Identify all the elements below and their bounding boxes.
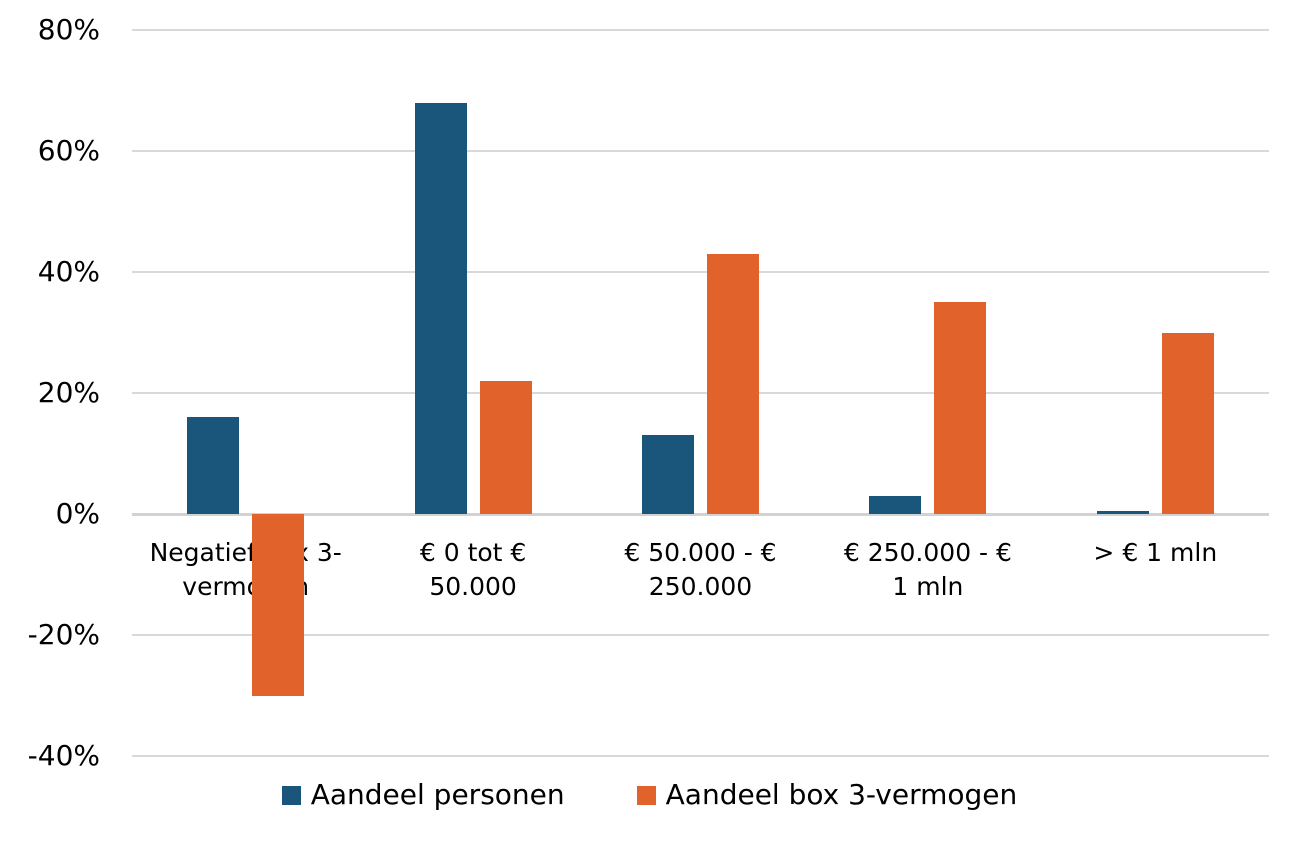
- y-axis-tick-label: 80%: [37, 13, 100, 46]
- bar-aandeel-personen-2: [642, 435, 694, 514]
- bar-aandeel-personen-3: [869, 495, 922, 514]
- y-axis-tick-label: -20%: [27, 618, 100, 651]
- gridline: [132, 271, 1269, 273]
- legend-item-aandeel-box-3-vermogen: Aandeel box 3-vermogen: [636, 776, 1018, 814]
- x-category-label: > € 1 mln: [1093, 538, 1218, 567]
- legend: Aandeel personen Aandeel box 3-vermogen: [0, 776, 1299, 814]
- y-axis-tick-label: 60%: [37, 134, 100, 167]
- gridline: [132, 150, 1269, 152]
- legend-swatch-icon: [636, 785, 656, 805]
- y-axis-tick-label: 0%: [55, 497, 100, 530]
- y-axis-tick-label: 40%: [37, 255, 100, 288]
- legend-swatch-icon: [281, 785, 301, 805]
- gridline: [132, 634, 1269, 636]
- x-axis-zero-line: [132, 512, 1269, 516]
- bar-aandeel-personen-1: [414, 102, 467, 514]
- bar-aandeel-box-3-vermogen-1: [479, 380, 532, 514]
- bar-aandeel-box-3-vermogen-3: [934, 302, 987, 514]
- bar-aandeel-box-3-vermogen-0: [252, 514, 305, 696]
- x-category-label: € 50.000 - € 250.000: [624, 538, 777, 601]
- bar-aandeel-box-3-vermogen-4: [1161, 332, 1214, 514]
- y-axis-tick-label: -40%: [27, 739, 100, 772]
- x-category-label: € 0 tot € 50.000: [419, 538, 527, 601]
- x-category-label: Negatief box 3- vermogen: [149, 538, 342, 601]
- legend-label: Aandeel personen: [310, 778, 565, 811]
- gridline: [132, 29, 1269, 31]
- gridline: [132, 755, 1269, 757]
- legend-item-aandeel-personen: Aandeel personen: [281, 776, 565, 814]
- y-axis-tick-label: 20%: [37, 376, 100, 409]
- x-category-label: € 250.000 - € 1 mln: [843, 538, 1012, 601]
- bar-aandeel-personen-0: [187, 417, 240, 514]
- bar-aandeel-box-3-vermogen-2: [707, 253, 759, 514]
- gridline: [132, 392, 1269, 394]
- bar-aandeel-personen-4: [1096, 510, 1149, 514]
- legend-label: Aandeel box 3-vermogen: [665, 778, 1018, 811]
